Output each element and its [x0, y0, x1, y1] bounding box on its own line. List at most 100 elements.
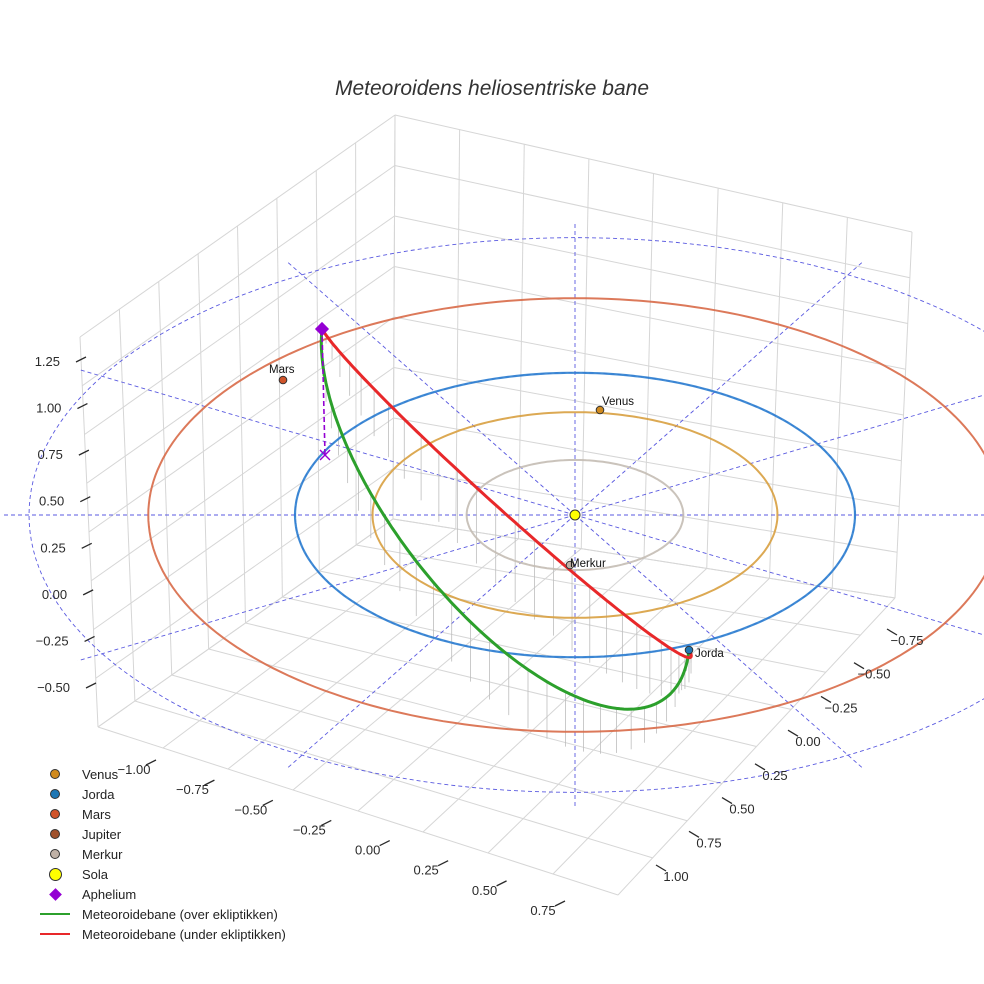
legend-marker [40, 913, 70, 915]
y-tick-label: −0.25 [825, 700, 858, 715]
grid-line [357, 558, 645, 812]
reference-spoke [77, 514, 576, 662]
y-tick-label: 1.00 [663, 869, 688, 884]
legend-marker [50, 789, 60, 799]
y-tick-label: −0.50 [858, 667, 891, 682]
legend-marker [50, 849, 60, 859]
legend-symbol [38, 867, 72, 881]
x-tick [320, 819, 332, 827]
legend-label: Jupiter [82, 826, 122, 842]
legend-label: Sola [82, 866, 109, 882]
grid-line [319, 570, 826, 673]
z-tick-label: 0.25 [40, 540, 65, 555]
x-tick-label: 0.00 [355, 843, 380, 858]
legend-label: Mars [82, 806, 111, 822]
grid-line [552, 587, 833, 875]
grid-line [394, 266, 906, 370]
x-tick-label: 0.50 [472, 883, 497, 898]
reference-spoke [574, 514, 863, 768]
z-tick [75, 356, 87, 363]
legend-symbol [38, 887, 72, 901]
grid-line [394, 114, 913, 233]
legend-item: Merkur [38, 844, 286, 864]
x-tick-label: 0.75 [530, 903, 555, 918]
legend-label: Merkur [82, 846, 123, 862]
legend-symbol [38, 829, 72, 839]
orbit-merkur [465, 459, 685, 571]
grid-line [394, 165, 910, 279]
z-tick [79, 496, 91, 503]
grid-line [86, 266, 395, 484]
reference-spoke [574, 514, 984, 636]
legend-item: Jorda [38, 784, 286, 804]
body-merkur [565, 560, 575, 570]
y-tick [655, 864, 667, 872]
z-tick [77, 402, 88, 410]
legend-marker [50, 829, 60, 839]
body-mars [278, 375, 288, 385]
reference-spoke [574, 262, 863, 516]
grid-line [282, 596, 792, 710]
x-tick [145, 759, 157, 766]
grid-line [487, 577, 770, 854]
label-merkur: Merkur [570, 558, 606, 570]
legend-item: Aphelium [38, 884, 286, 904]
legend-label: Venus [82, 766, 119, 782]
label-jorda: Jorda [695, 648, 724, 660]
reference-spoke [287, 514, 576, 768]
reference-spoke [77, 368, 576, 516]
x-tick [262, 799, 274, 806]
legend-item: Mars [38, 804, 286, 824]
z-tick-label: 1.00 [36, 401, 61, 416]
meteoroid-orbit-above [319, 328, 691, 711]
z-tick-label: 0.00 [42, 587, 67, 602]
x-tick-label: 0.25 [413, 863, 438, 878]
label-venus: Venus [602, 396, 634, 408]
grid-line [393, 367, 902, 462]
y-tick-label: 0.25 [762, 768, 787, 783]
planet-orbits [147, 297, 984, 733]
body-sola [569, 509, 581, 521]
axis-ticks: −0.50 −0.25 0.00 0.25 0.50 0.75 1.00 1.25 −1.00 −… [35, 354, 924, 918]
legend-symbol [38, 789, 72, 799]
legend-label: Meteoroidebane (under ekliptikken) [82, 926, 286, 942]
z-tick-label: 0.75 [38, 447, 63, 462]
legend: Venus Jorda Mars Jupiter Merkur Sola Aphelium M… [38, 764, 286, 944]
legend-marker [40, 933, 70, 935]
legend-item: Jupiter [38, 824, 286, 844]
z-tick [82, 589, 94, 596]
legend-label: Jorda [82, 786, 115, 802]
chart-title: Meteoroidens heliosentriske bane [335, 77, 649, 100]
y-tick [754, 763, 766, 771]
x-tick [554, 900, 566, 907]
y-tick [721, 797, 733, 805]
z-tick-label: −0.50 [37, 680, 70, 695]
grid-line [95, 468, 394, 679]
z-tick [85, 682, 97, 689]
grid-line [88, 316, 395, 533]
grid-line [93, 417, 394, 630]
grid-line [394, 215, 908, 324]
y-tick-label: 0.50 [729, 802, 754, 817]
grid-line [393, 468, 898, 553]
x-tick [379, 839, 391, 847]
grid-line [84, 215, 395, 435]
x-tick [496, 880, 507, 887]
legend-symbol [38, 933, 72, 935]
legend-symbol [38, 809, 72, 819]
legend-marker [50, 809, 60, 819]
body-jorda [684, 645, 694, 655]
meteoroid-orbit-below [320, 328, 693, 660]
meteoroid-orbit [314, 321, 693, 711]
y-tick [787, 729, 799, 737]
grid [79, 114, 913, 896]
grid-line [393, 316, 904, 416]
legend-symbol [38, 849, 72, 859]
y-tick [688, 830, 700, 838]
x-tick [437, 860, 449, 867]
legend-item: Sola [38, 864, 286, 884]
legend-item: Venus [38, 764, 286, 784]
y-tick-label: −0.75 [891, 633, 924, 648]
x-tick-label: −1.00 [118, 762, 151, 777]
x-tick-label: −0.75 [176, 782, 209, 797]
